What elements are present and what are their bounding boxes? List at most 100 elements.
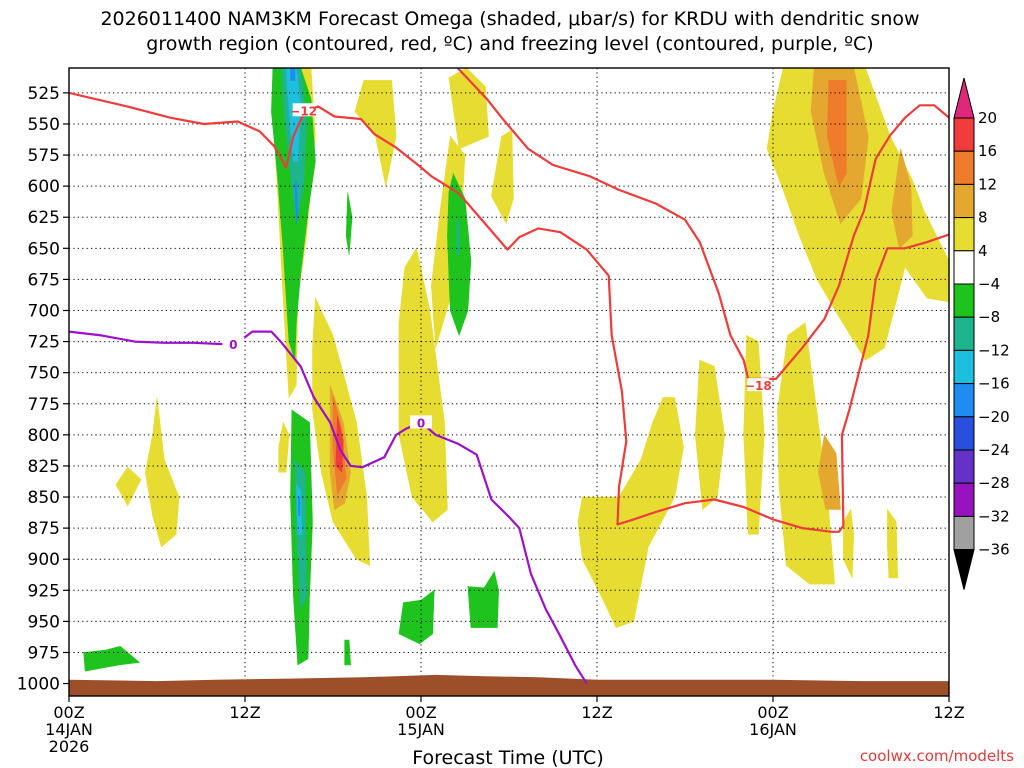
- x-tick-label-48-1: 16JAN: [749, 720, 797, 739]
- omega-region-16: [766, 68, 949, 361]
- freezing-contour-label-1: 0: [417, 416, 425, 430]
- x-tick-label-24-1: 15JAN: [397, 720, 445, 739]
- colorbar-bin-3: [953, 217, 975, 252]
- y-tick-label-525: 525: [28, 84, 60, 104]
- plot-frame: [68, 67, 950, 697]
- colorbar-label-0: 20: [978, 109, 997, 127]
- colorbar-bin-10: [953, 449, 975, 484]
- colorbar-label-8: −16: [978, 375, 1010, 393]
- colorbar-label-12: −32: [978, 507, 1010, 525]
- colorbar-label-3: 8: [978, 209, 988, 227]
- dgz-contour-label-bg-1: [747, 378, 770, 392]
- y-tick-label-575: 575: [28, 146, 60, 166]
- colorbar-under-triangle: [953, 549, 975, 590]
- y-tick-label-850: 850: [28, 488, 60, 508]
- y-tick-label-925: 925: [28, 581, 60, 601]
- freezing-contour-label-bg-0: [222, 337, 245, 351]
- y-tick-label-675: 675: [28, 270, 60, 290]
- chart-title-line-1: 2026011400 NAM3KM Forecast Omega (shaded…: [100, 8, 919, 30]
- y-tick-label-725: 725: [28, 333, 60, 353]
- omega-shading-layer: [83, 68, 949, 688]
- colorbar-bin-2: [953, 183, 975, 219]
- y-axis: 525 550 575 600 625 650 675 700 725 750 775 800 825 8…: [17, 84, 69, 695]
- colorbar-bin-8: [953, 383, 975, 418]
- terrain-fill: [69, 674, 949, 696]
- colorbar-label-4: 4: [978, 242, 988, 260]
- omega-region-2: [398, 247, 448, 523]
- terrain-layer: [69, 674, 949, 696]
- colorbar-bin-6: [953, 316, 975, 351]
- dgz-contour-label-1: −18: [745, 379, 772, 393]
- omega-region-37: [398, 589, 435, 645]
- omega-region-39: [83, 645, 141, 672]
- y-tick-label-800: 800: [28, 426, 60, 446]
- colorbar-bin-12: [953, 515, 975, 551]
- colorbar: 20 16 12 8 4 −4 −8 −12 −16 −20 −24 −28 −32 −36: [953, 77, 1010, 590]
- colorbar-bin-11: [953, 482, 975, 517]
- plot-area: −12 −18 0 0: [69, 68, 949, 696]
- y-tick-label-625: 625: [28, 208, 60, 228]
- x-tick-label-12-0: 12Z: [229, 703, 260, 722]
- omega-region-4: [448, 68, 489, 150]
- y-tick-label-750: 750: [28, 364, 60, 384]
- colorbar-bin-4: [953, 250, 975, 285]
- omega-region-19: [818, 434, 841, 510]
- x-tick-label-0-0: 00Z: [53, 703, 84, 722]
- y-tick-label-775: 775: [28, 395, 60, 415]
- dgz-contour-line-1: [456, 68, 949, 380]
- omega-region-23: [335, 416, 344, 473]
- colorbar-label-13: −36: [978, 541, 1010, 559]
- dgz-contour-line-0: [69, 91, 949, 533]
- freezing-contour-label-0: 0: [229, 338, 237, 352]
- omega-region-36: [344, 639, 351, 666]
- x-tick-label-48-0: 00Z: [757, 703, 788, 722]
- y-tick-label-600: 600: [28, 177, 60, 197]
- x-axis-label: Forecast Time (UTC): [412, 747, 603, 768]
- colorbar-label-11: −28: [978, 474, 1010, 492]
- y-tick-label-950: 950: [28, 612, 60, 632]
- colorbar-label-10: −24: [978, 441, 1010, 459]
- omega-region-9: [278, 421, 290, 473]
- y-tick-label-875: 875: [28, 519, 60, 539]
- colorbar-label-2: 12: [978, 175, 997, 193]
- contour-layer: −12 −18 0 0: [69, 68, 949, 685]
- dgz-contour-label-bg-0: [292, 103, 315, 117]
- omega-region-27: [290, 68, 296, 81]
- colorbar-bin-5: [953, 283, 975, 318]
- colorbar-bin-7: [953, 349, 975, 385]
- x-tick-label-0-2: 2026: [49, 737, 90, 756]
- y-tick-label-1000: 1000: [17, 675, 60, 695]
- y-tick-label-975: 975: [28, 643, 60, 663]
- omega-region-10: [577, 397, 684, 628]
- omega-region-28: [294, 179, 299, 224]
- omega-region-38: [467, 570, 500, 628]
- chart-title-line-2: growth region (contoured, red, ºC) and f…: [146, 33, 873, 55]
- omega-region-8: [115, 466, 142, 507]
- colorbar-label-1: 16: [978, 142, 997, 160]
- colorbar-bin-0: [953, 117, 975, 152]
- omega-region-5: [491, 129, 514, 225]
- colorbar-bin-1: [953, 150, 975, 185]
- omega-region-3: [354, 80, 397, 187]
- omega-region-15: [887, 508, 899, 579]
- omega-region-20: [826, 80, 847, 187]
- omega-region-11: [694, 359, 725, 511]
- dgz-contour-label-0: −12: [290, 104, 317, 118]
- y-tick-label-825: 825: [28, 457, 60, 477]
- omega-region-18: [891, 148, 913, 249]
- x-tick-label-0-1: 14JAN: [45, 720, 93, 739]
- omega-region-34: [456, 217, 460, 255]
- y-tick-label-650: 650: [28, 239, 60, 259]
- attribution-text: coolwx.com/modelts: [860, 747, 1014, 765]
- colorbar-label-6: −8: [978, 308, 1000, 326]
- colorbar-over-triangle: [953, 77, 975, 119]
- colorbar-label-5: −4: [978, 275, 1000, 293]
- x-tick-label-60-0: 12Z: [933, 703, 964, 722]
- x-tick-label-36-0: 12Z: [581, 703, 612, 722]
- y-tick-label-700: 700: [28, 301, 60, 321]
- omega-region-7: [144, 397, 180, 548]
- y-tick-label-550: 550: [28, 115, 60, 135]
- colorbar-label-9: −20: [978, 408, 1010, 426]
